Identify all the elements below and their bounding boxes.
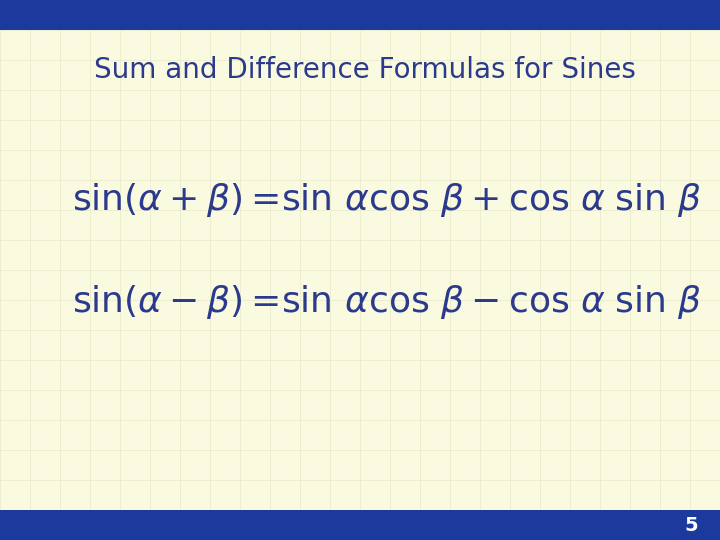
- FancyBboxPatch shape: [0, 0, 720, 30]
- Text: $\sin\,\alpha\cos\,\beta + \cos\,\alpha\;\sin\,\beta$: $\sin\,\alpha\cos\,\beta + \cos\,\alpha\…: [281, 181, 701, 219]
- Text: $\sin\,\alpha\cos\,\beta - \cos\,\alpha\;\sin\,\beta$: $\sin\,\alpha\cos\,\beta - \cos\,\alpha\…: [281, 284, 701, 321]
- Text: $\sin(\alpha + \beta) =$: $\sin(\alpha + \beta) =$: [72, 181, 279, 219]
- Text: $\sin(\alpha - \beta) =$: $\sin(\alpha - \beta) =$: [72, 284, 279, 321]
- Text: Sum and Difference Formulas for Sines: Sum and Difference Formulas for Sines: [94, 56, 636, 84]
- FancyBboxPatch shape: [0, 510, 720, 540]
- Text: 5: 5: [685, 516, 698, 535]
